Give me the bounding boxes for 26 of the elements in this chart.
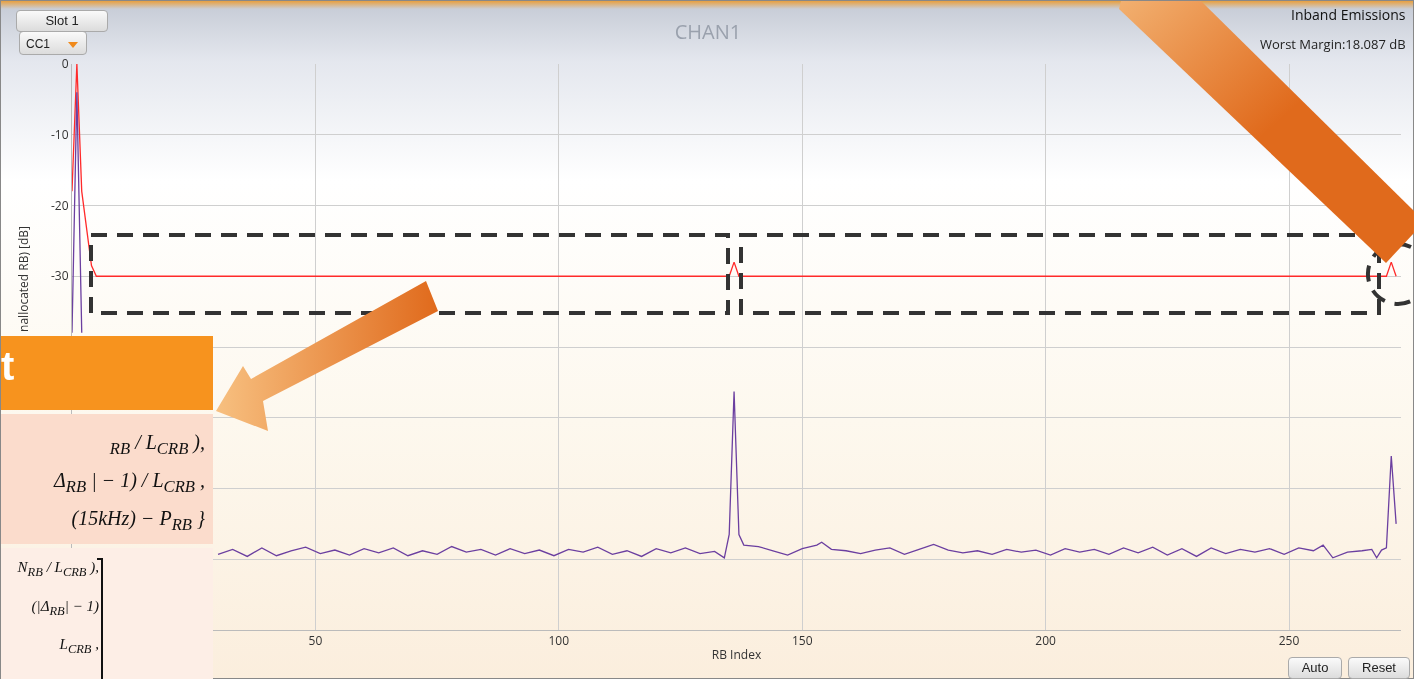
y-tick-label: 0 bbox=[61, 55, 69, 73]
annotation: N$_{RB}$ / L$_{CRB}$ ), bbox=[17, 559, 99, 580]
annotation: Δ$_{RB}$ | − 1) / L$_{CRB}$ , bbox=[54, 469, 205, 497]
button: Reset bbox=[1348, 657, 1410, 679]
y-tick-label: -20 bbox=[51, 196, 69, 214]
dropdown: CC1 bbox=[19, 31, 87, 55]
text: t bbox=[1, 344, 15, 388]
text: L$_{CRB}$ , bbox=[59, 636, 99, 656]
annotation: (|Δ$_{RB}$| − 1) bbox=[31, 598, 99, 619]
annotation: (15kHz) − P$_{RB}$ } bbox=[71, 507, 205, 535]
chart-subtitle: Inband Emissions bbox=[1291, 5, 1406, 24]
annotation: $_{RB}$ / L$_{CRB}$ ), bbox=[109, 431, 205, 459]
x-tick-label: 250 bbox=[1278, 632, 1300, 650]
y-tick-label: -30 bbox=[51, 267, 69, 285]
y-axis-title: nallocated RB) [dB] bbox=[14, 225, 32, 332]
x-axis-title: RB Index bbox=[711, 646, 762, 664]
x-tick-label: 50 bbox=[308, 632, 323, 650]
line-series bbox=[72, 64, 1397, 277]
x-tick-label: 200 bbox=[1035, 632, 1057, 650]
x-tick-label: 150 bbox=[791, 632, 813, 650]
x-tick-label: 100 bbox=[548, 632, 570, 650]
text: Worst Margin:18.087 dB bbox=[1260, 35, 1406, 53]
button: Auto bbox=[1288, 657, 1342, 679]
chart-title: CHAN1 bbox=[674, 17, 742, 45]
y-tick-label: -10 bbox=[51, 125, 69, 143]
button: Slot 1 bbox=[16, 10, 108, 32]
